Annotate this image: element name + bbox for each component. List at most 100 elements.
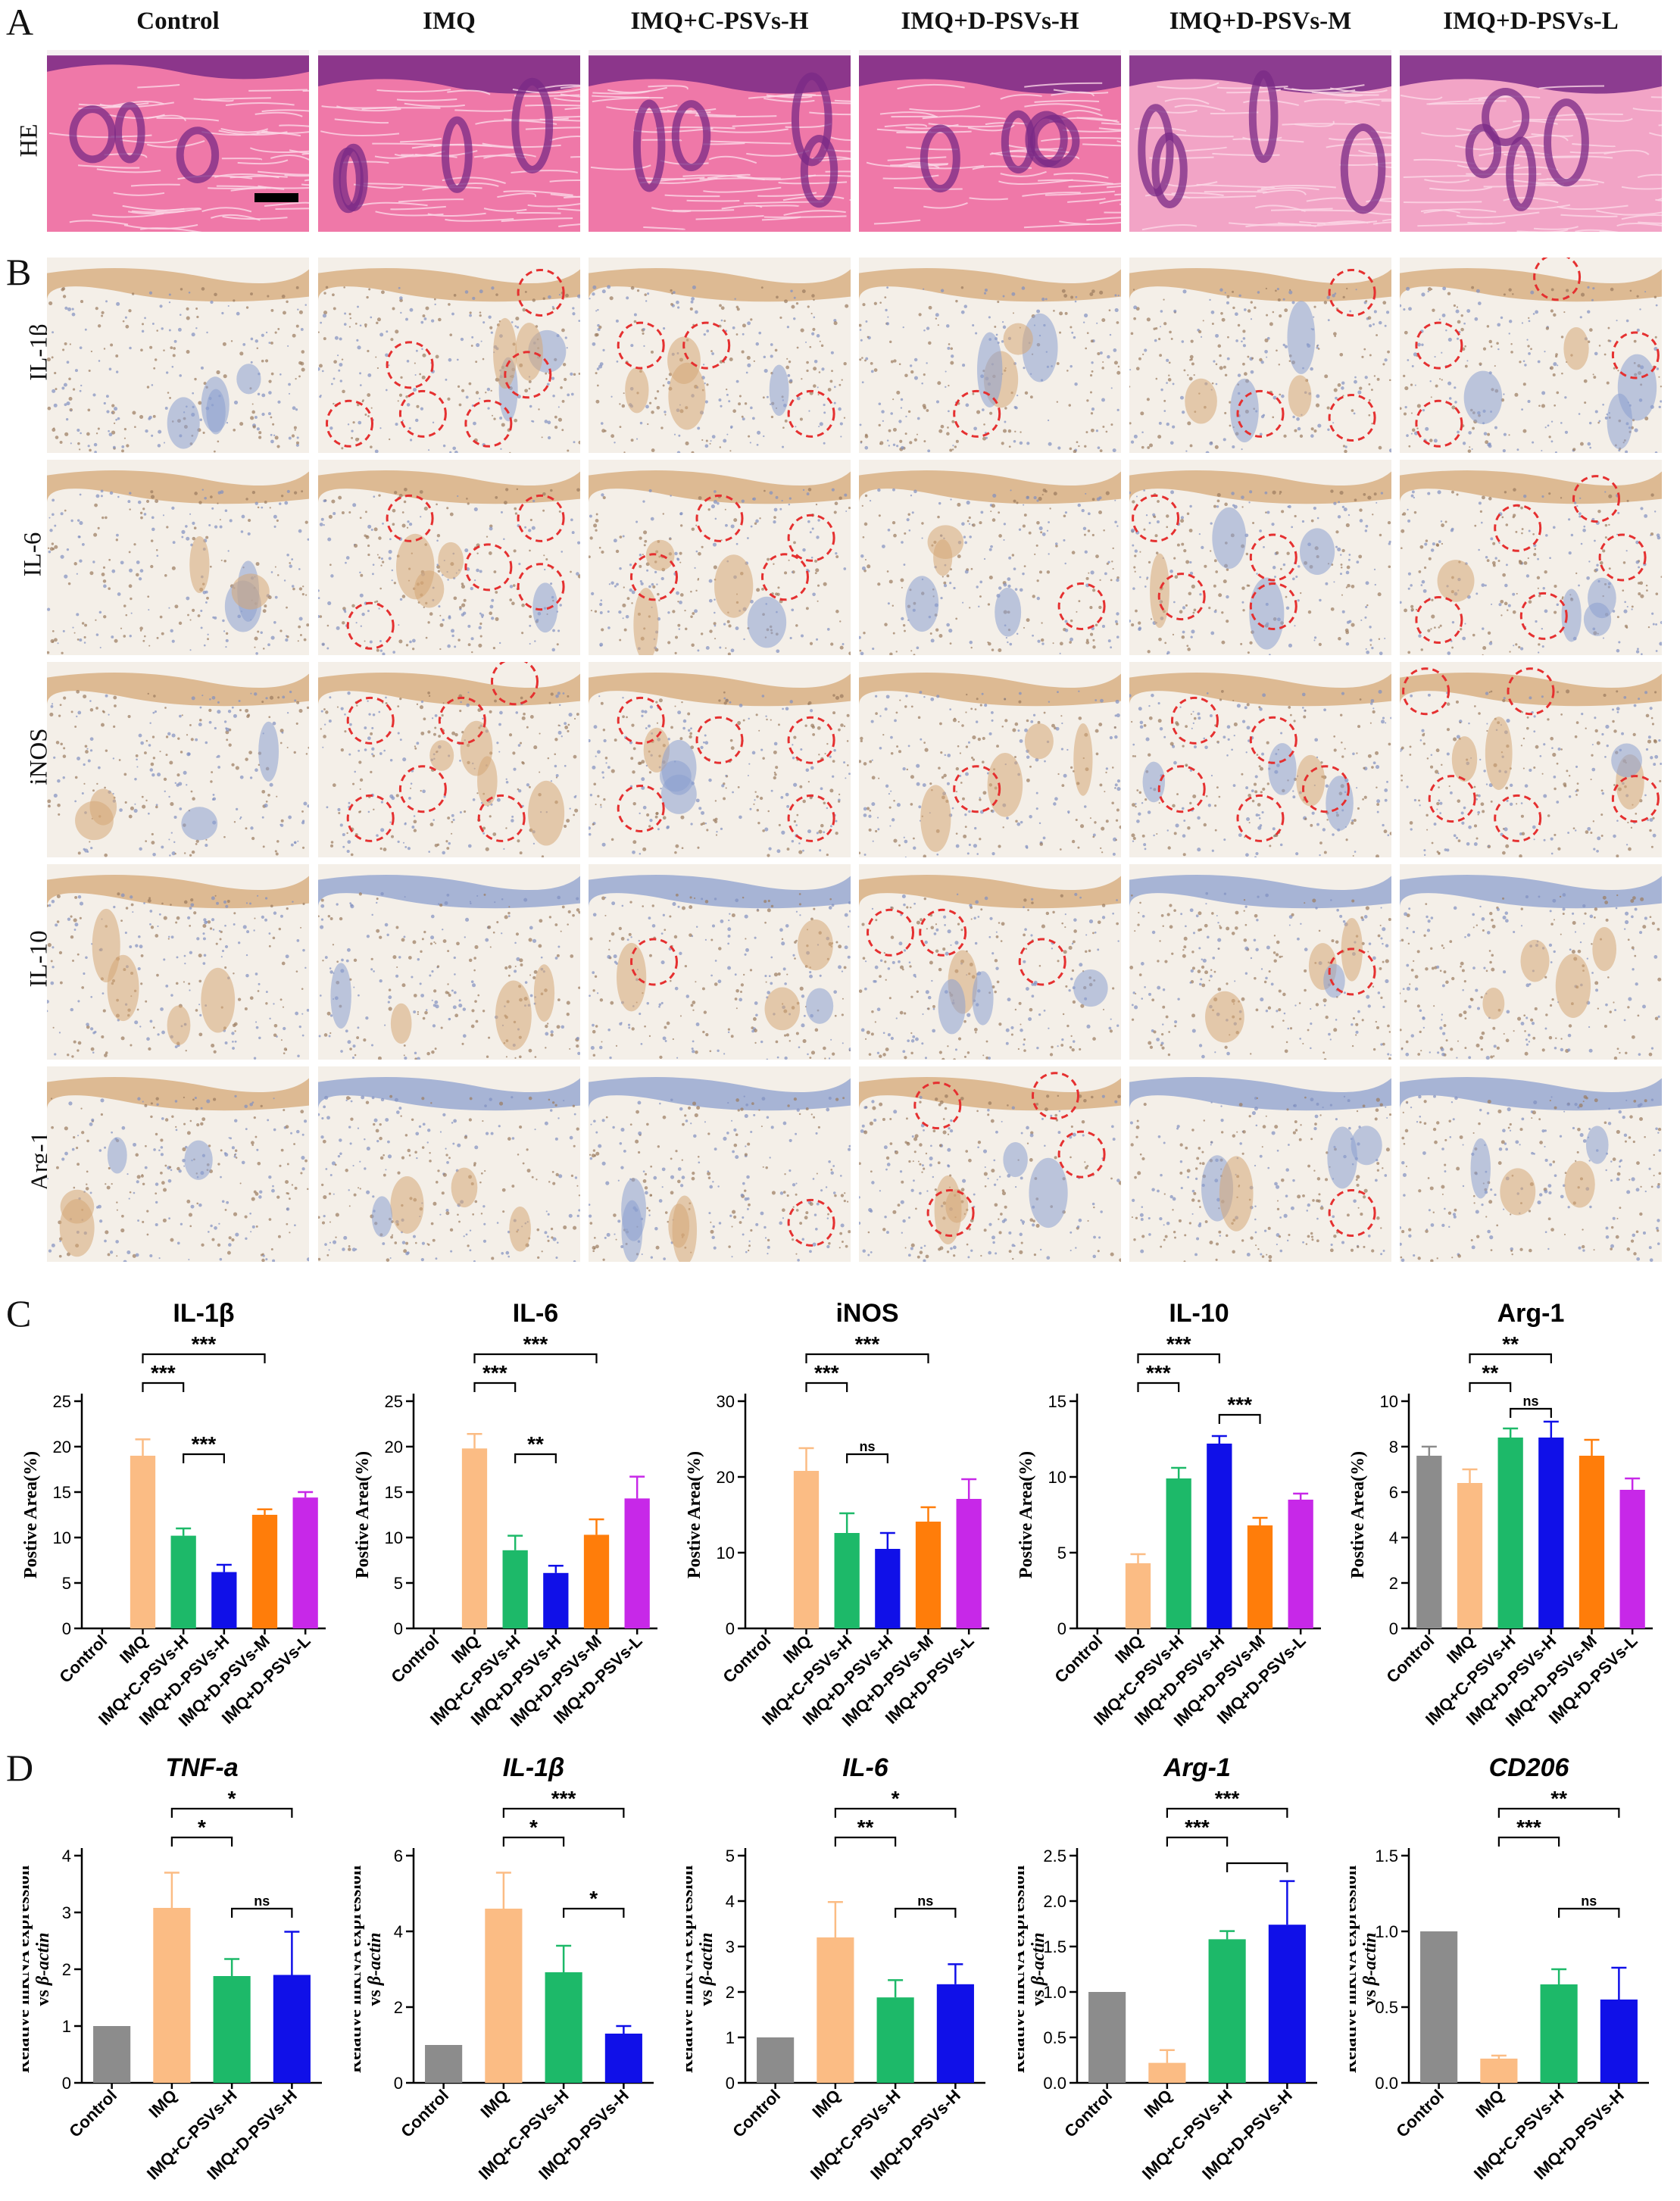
significance-bracket [1218,1413,1261,1424]
y-tick-label: 25 [385,1392,403,1411]
chart-title: iNOS [835,1299,898,1328]
micrograph-tile [1129,50,1391,232]
y-tick-label: 10 [53,1528,71,1547]
y-tick-label: 10 [1048,1468,1066,1487]
y-tick-label: 0.5 [1375,1998,1398,2017]
micrograph-tile [859,50,1121,232]
significance-label: *** [523,1332,548,1356]
y-tick-label: 0 [394,2074,403,2093]
y-tick-label: 1.0 [1375,1922,1398,1941]
bar [1420,1931,1458,2083]
significance-bracket [805,1353,929,1363]
micrograph-tile [1129,258,1391,453]
y-tick-label: 5 [1057,1544,1066,1563]
x-tick-label: Control [65,2086,120,2141]
bar [213,1976,251,2083]
bar [624,1498,650,1628]
column-header-control: Control [136,8,220,35]
y-tick-label: 6 [394,1847,403,1865]
significance-label: *** [814,1361,839,1385]
micrograph-tile [47,864,309,1060]
significance-label: ** [1550,1787,1567,1810]
y-tick-label: 0 [1389,1619,1398,1638]
bar [956,1499,982,1628]
bar [793,1471,820,1628]
significance-bracket [805,1381,848,1392]
significance-label: ns [1581,1893,1597,1909]
micrograph-tile [318,50,580,232]
y-axis-label: vs β-actin [33,1933,53,2006]
y-axis-label: Relative mRNA expression [686,1865,697,2073]
y-tick-label: 0 [62,1619,71,1638]
micrograph-tile [318,460,580,655]
significance-label: * [892,1787,900,1810]
y-axis-label: vs β-actin [1360,1933,1380,2006]
micrograph-tile [1400,864,1662,1060]
y-axis-label: Relative mRNA expression [1350,1865,1360,2073]
x-tick-label: IMQ [448,1631,483,1667]
micrograph-tile [1129,864,1391,1060]
y-tick-label: 4 [394,1922,403,1941]
significance-bracket [1166,1836,1229,1847]
y-tick-label: 5 [726,1847,735,1865]
micrograph-tile [589,460,851,655]
y-tick-label: 15 [385,1483,403,1502]
bar [292,1497,318,1628]
micrograph-tile [1400,662,1662,857]
significance-label: ** [1482,1361,1498,1385]
y-tick-label: 2.5 [1043,1847,1066,1865]
y-tick-label: 1.0 [1043,1983,1066,2002]
significance-label: *** [1185,1815,1210,1839]
significance-bracket [1137,1353,1220,1363]
column-header-c-psvs-h: IMQ+C-PSVs-H [630,8,809,35]
x-tick-label: Control [387,1631,442,1687]
y-tick-label: 2 [394,1998,403,2017]
y-axis-label: Postive Area(%) [23,1451,41,1578]
y-tick-label: 1 [726,2028,735,2047]
bar [130,1456,156,1628]
micrograph-tile [47,50,309,232]
y-axis-label: Postive Area(%) [354,1451,373,1578]
significance-bracket [142,1381,185,1392]
chart-title: IL-6 [842,1753,889,1782]
y-tick-label: 3 [62,1903,71,1922]
significance-bracket [231,1907,293,1918]
y-axis-label: Postive Area(%) [1018,1451,1036,1578]
significance-bracket [1469,1381,1512,1392]
micrograph-tile [1129,460,1391,655]
micrograph-tile [859,864,1121,1060]
micrograph-tile [1400,50,1662,232]
bar [543,1572,569,1628]
y-tick-label: 2 [1389,1574,1398,1593]
y-tick-label: 1.5 [1043,1937,1066,1956]
bar [1540,1984,1578,2083]
significance-bracket [1497,1807,1620,1818]
panel-letter-c: C [6,1292,32,1335]
significance-bracket [563,1907,625,1918]
bar [1268,1925,1306,2083]
bar [1247,1525,1273,1628]
chart-title: CD206 [1489,1753,1570,1782]
x-tick-label: Control [1392,2086,1447,2141]
significance-bracket [473,1381,517,1392]
bar [757,2037,795,2083]
column-header-d-psvs-h: IMQ+D-PSVs-H [901,8,1079,35]
y-tick-label: 20 [53,1438,71,1456]
bar [604,2034,642,2083]
x-tick-label: IMQ [1443,1631,1479,1667]
bar [1125,1563,1151,1628]
significance-bracket [142,1353,266,1363]
significance-label: * [198,1815,206,1839]
row-label-arg-1: Arg-1 [27,1131,55,1191]
bar [876,1997,914,2083]
micrograph-tile [47,1066,309,1262]
micrograph-tile [1400,258,1662,453]
significance-label: ns [917,1893,933,1909]
chart-title: IL-1β [503,1753,565,1782]
significance-label: *** [192,1432,217,1456]
significance-label: ** [527,1432,544,1456]
